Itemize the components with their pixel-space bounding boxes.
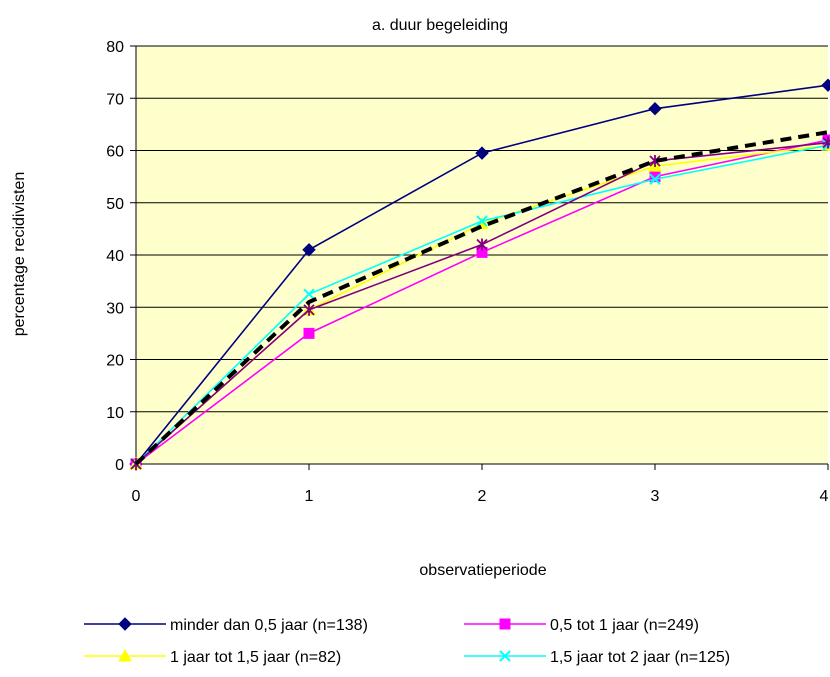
data-point-diamond <box>648 101 662 116</box>
data-point-x <box>476 215 488 227</box>
data-point-diamond <box>475 146 489 160</box>
x-tick-label: 1 <box>305 488 314 505</box>
data-point-diamond <box>118 617 132 631</box>
chart-title: a. duur begeleiding <box>372 17 508 34</box>
series-line <box>134 130 829 466</box>
legend-item: 0,5 tot 1 jaar (n=249) <box>464 617 699 634</box>
y-axis-label: percentage recidivisten <box>11 172 28 337</box>
y-tick-label: 20 <box>106 353 124 370</box>
data-point-square <box>303 327 315 339</box>
y-tick-label: 10 <box>106 405 124 422</box>
legend-label: 1,5 jaar tot 2 jaar (n=125) <box>550 649 730 666</box>
x-tick-label: 4 <box>820 488 829 505</box>
x-tick-label: 2 <box>478 488 487 505</box>
data-point-diamond <box>302 243 316 257</box>
data-point-x <box>499 650 511 662</box>
x-axis-label: observatieperiode <box>419 562 546 579</box>
y-tick-label: 50 <box>106 196 124 213</box>
legend-label: 0,5 tot 1 jaar (n=249) <box>550 617 699 634</box>
legend-label: 1 jaar tot 1,5 jaar (n=82) <box>170 649 341 666</box>
legend-label: minder dan 0,5 jaar (n=138) <box>170 617 368 634</box>
y-axis-ticks: 0 10 20 30 40 50 60 70 80 <box>106 39 136 474</box>
legend: minder dan 0,5 jaar (n=138) 0,5 tot 1 jaa… <box>84 617 730 666</box>
data-point-diamond <box>821 78 830 92</box>
y-tick-label: 70 <box>106 91 124 108</box>
y-tick-label: 40 <box>106 248 124 265</box>
series-6 <box>134 130 829 466</box>
data-point-x <box>649 173 661 185</box>
data-point-triangle <box>118 648 132 662</box>
data-point-star <box>303 303 315 316</box>
legend-item: 1,5 jaar tot 2 jaar (n=125) <box>464 649 730 666</box>
x-tick-label: 0 <box>132 488 141 505</box>
x-tick-label: 3 <box>651 488 660 505</box>
data-point-star <box>476 238 488 251</box>
y-tick-label: 80 <box>106 39 124 56</box>
y-tick-label: 0 <box>115 457 124 474</box>
y-tick-label: 30 <box>106 300 124 317</box>
data-point-star <box>649 154 661 167</box>
data-point-star <box>822 136 830 149</box>
legend-item: minder dan 0,5 jaar (n=138) <box>84 617 368 634</box>
data-point-square <box>499 618 511 630</box>
data-point-x <box>303 288 315 300</box>
series-group <box>129 78 830 471</box>
y-tick-label: 60 <box>106 144 124 161</box>
legend-item: 1 jaar tot 1,5 jaar (n=82) <box>84 648 341 666</box>
gridlines <box>136 45 828 413</box>
